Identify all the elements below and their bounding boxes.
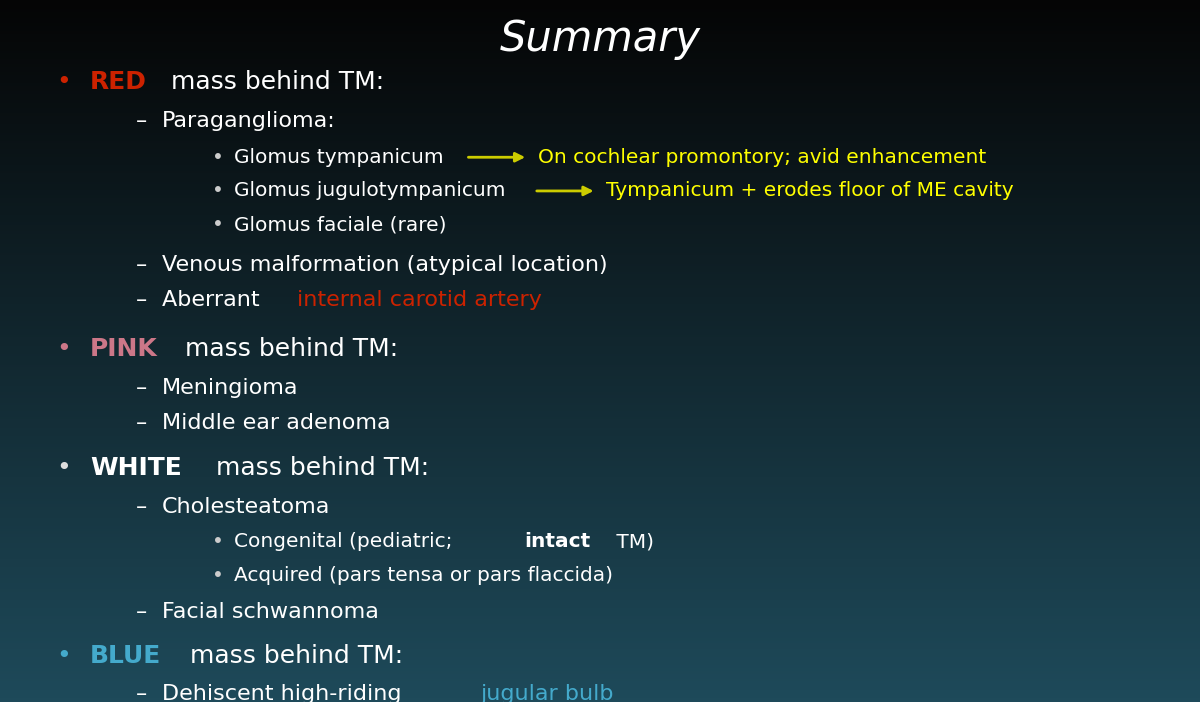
Text: Aberrant: Aberrant [162,291,266,310]
Text: mass behind TM:: mass behind TM: [163,70,384,94]
Text: RED: RED [90,70,146,94]
Text: Facial schwannoma: Facial schwannoma [162,602,379,622]
Text: PINK: PINK [90,337,157,361]
Text: •: • [56,337,71,361]
Text: Paraganglioma:: Paraganglioma: [162,111,336,131]
Text: BLUE: BLUE [90,644,161,668]
Text: •: • [56,70,71,94]
Text: –: – [136,413,146,432]
Text: Congenital (pediatric;: Congenital (pediatric; [234,532,458,552]
Text: –: – [136,684,146,702]
Text: mass behind TM:: mass behind TM: [182,644,403,668]
Text: –: – [136,378,146,397]
Text: –: – [136,497,146,517]
Text: •: • [56,644,71,668]
Text: Glomus faciale (rare): Glomus faciale (rare) [234,215,446,234]
Text: –: – [136,291,146,310]
Text: •: • [56,456,71,480]
Text: Dehiscent high-riding: Dehiscent high-riding [162,684,409,702]
Text: Cholesteatoma: Cholesteatoma [162,497,330,517]
Text: On cochlear promontory; avid enhancement: On cochlear promontory; avid enhancement [538,147,986,167]
Text: internal carotid artery: internal carotid artery [298,291,542,310]
Text: Meningioma: Meningioma [162,378,299,397]
Text: •: • [212,215,224,234]
Text: Summary: Summary [499,18,701,60]
Text: WHITE: WHITE [90,456,181,480]
Text: –: – [136,256,146,275]
Text: Venous malformation (atypical location): Venous malformation (atypical location) [162,256,607,275]
Text: mass behind TM:: mass behind TM: [178,337,398,361]
Text: intact: intact [524,532,590,552]
Text: Glomus tympanicum: Glomus tympanicum [234,147,444,167]
Text: •: • [212,181,224,201]
Text: –: – [136,602,146,622]
Text: •: • [212,147,224,167]
Text: Acquired (pars tensa or pars flaccida): Acquired (pars tensa or pars flaccida) [234,566,613,585]
Text: Glomus jugulotympanicum: Glomus jugulotympanicum [234,181,505,201]
Text: Middle ear adenoma: Middle ear adenoma [162,413,391,432]
Text: mass behind TM:: mass behind TM: [209,456,430,480]
Text: Tympanicum + erodes floor of ME cavity: Tympanicum + erodes floor of ME cavity [606,181,1014,201]
Text: TM): TM) [610,532,654,552]
Text: •: • [212,566,224,585]
Text: jugular bulb: jugular bulb [480,684,613,702]
Text: –: – [136,111,146,131]
Text: •: • [212,532,224,552]
